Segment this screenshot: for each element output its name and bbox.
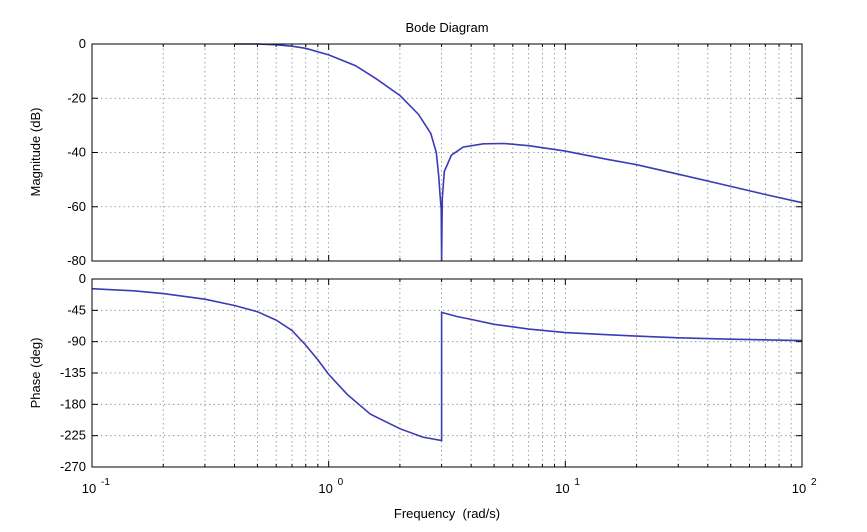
magnitude-axes-frame [91, 43, 803, 262]
magnitude-y-axis-label: Magnitude (dB) [28, 108, 43, 197]
phase-y-tick-label: -225 [60, 428, 86, 443]
x-tick-label-exponent: 1 [574, 477, 580, 488]
phase-y-ticks: 0 -45 -90 -135 -180 -225 -270 [60, 271, 802, 474]
chart-title: Bode Diagram [405, 20, 488, 35]
phase-y-axis-label: Phase (deg) [28, 338, 43, 409]
x-tick-label: 10 2 [792, 477, 817, 496]
magnitude-y-tick-label: -40 [67, 145, 86, 160]
x-tick-label-base: 10 [555, 481, 569, 496]
phase-y-tick-label: -180 [60, 396, 86, 411]
phase-y-tick-label: -135 [60, 365, 86, 380]
phase-y-tick-label: 0 [79, 271, 86, 286]
x-tick-label-exponent: 0 [338, 477, 344, 488]
phase-series-line [91, 287, 803, 442]
x-tick-label-exponent: -1 [101, 477, 110, 488]
magnitude-y-tick-label: -20 [67, 90, 86, 105]
x-axis-label: Frequency (rad/s) [394, 506, 500, 521]
magnitude-y-tick-label: -60 [67, 199, 86, 214]
x-tick-label-exponent: 2 [811, 477, 817, 488]
frequency-x-ticks: 10 -1 10 0 10 1 10 2 [82, 477, 817, 496]
x-tick-label: 10 1 [555, 477, 580, 496]
magnitude-subplot: 0 -20 -40 -60 -80 Magnitude (dB) [28, 36, 803, 268]
magnitude-grid [92, 44, 802, 261]
phase-subplot: 0 -45 -90 -135 -180 -225 -270 Phase (deg) [28, 271, 803, 474]
magnitude-y-tick-label: -80 [67, 253, 86, 268]
phase-y-tick-label: -270 [60, 459, 86, 474]
magnitude-y-tick-label: 0 [79, 36, 86, 51]
phase-axes-frame [91, 278, 803, 468]
x-tick-label: 10 0 [318, 477, 343, 496]
phase-y-tick-label: -45 [67, 302, 86, 317]
x-tick-label-base: 10 [792, 481, 806, 496]
magnitude-y-ticks: 0 -20 -40 -60 -80 [67, 36, 802, 268]
x-tick-label: 10 -1 [82, 477, 111, 496]
phase-y-tick-label: -90 [67, 334, 86, 349]
magnitude-series-line [234, 43, 803, 262]
x-tick-label-base: 10 [318, 481, 332, 496]
x-tick-label-base: 10 [82, 481, 96, 496]
